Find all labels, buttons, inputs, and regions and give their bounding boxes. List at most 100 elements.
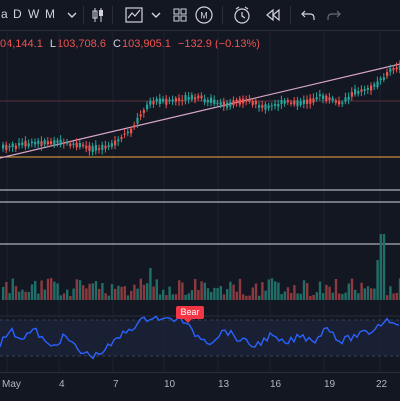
candle-body <box>37 140 40 144</box>
candle-body <box>312 98 315 103</box>
volume-bar <box>206 288 210 300</box>
volume-bar <box>258 295 261 300</box>
volume-bar <box>293 285 296 300</box>
volume-bar <box>274 281 277 300</box>
change-value: −132.9 (−0.13%) <box>177 38 260 50</box>
volume-bar <box>126 295 130 300</box>
candle-body <box>168 99 171 102</box>
candle-body <box>46 141 49 145</box>
candle-body <box>88 145 91 151</box>
toolbar-divider <box>222 6 223 24</box>
volume-bar <box>37 293 40 300</box>
volume-bar <box>43 289 46 300</box>
candle-body <box>94 145 97 151</box>
chevron-down-icon[interactable] <box>62 5 82 25</box>
candle-body <box>277 104 280 107</box>
volume-bar <box>226 289 229 300</box>
candle-body <box>117 139 120 142</box>
candle-body <box>66 142 69 144</box>
candle-body <box>104 145 107 149</box>
price-chart-canvas[interactable] <box>0 30 400 372</box>
volume-bar <box>18 291 21 300</box>
volume-bar <box>344 292 347 300</box>
candle-body <box>395 67 398 70</box>
candle-body <box>216 102 219 105</box>
candle-body <box>72 143 75 145</box>
interval-partial-label[interactable]: a <box>1 7 8 21</box>
candle-body <box>126 131 129 134</box>
volume-bar <box>216 287 219 300</box>
candle-body <box>142 110 145 113</box>
open-value: 04,144.1 <box>0 38 43 50</box>
candle-body <box>34 141 37 145</box>
interval-week-button[interactable]: W <box>28 7 40 21</box>
volume-bar <box>280 293 283 300</box>
volume-bar <box>213 287 216 300</box>
volume-bar <box>178 280 181 300</box>
candle-body <box>139 114 142 117</box>
candle-body <box>194 97 197 100</box>
candle-body <box>392 68 395 71</box>
volume-bar <box>261 282 264 300</box>
volume-bar <box>66 289 69 300</box>
time-label: 4 <box>59 379 65 390</box>
volume-bar <box>146 283 149 300</box>
candle-body <box>302 99 305 105</box>
candle-body <box>133 125 136 128</box>
candle-body <box>274 103 277 106</box>
candle-body <box>370 85 373 91</box>
candle-body <box>75 142 78 148</box>
candle-body <box>120 137 123 140</box>
undo-icon[interactable] <box>298 5 318 25</box>
low-value: 103,708.6 <box>57 38 106 50</box>
candle-body <box>290 102 293 104</box>
volume-bar <box>386 295 389 300</box>
candle-body <box>235 99 238 104</box>
toolbar-divider <box>290 6 291 24</box>
volume-bar <box>350 278 354 300</box>
candle-body <box>334 100 337 103</box>
volume-bar <box>254 283 258 300</box>
volume-bar <box>30 284 34 300</box>
layout-grid-icon[interactable] <box>170 5 190 25</box>
redo-icon[interactable] <box>324 5 344 25</box>
volume-bar <box>11 278 14 300</box>
volume-bar <box>203 282 206 300</box>
candle-body <box>158 98 161 104</box>
candle-body <box>30 141 33 144</box>
chevron-down-icon[interactable] <box>146 5 166 25</box>
volume-bar <box>40 280 43 300</box>
candlestick-chart-type-icon[interactable] <box>88 5 108 25</box>
volume-bar <box>251 287 254 300</box>
candle-body <box>69 143 72 147</box>
candle-body <box>187 96 190 100</box>
candle-body <box>171 99 174 102</box>
volume-bar <box>232 284 235 300</box>
volume-bar <box>82 285 85 300</box>
volume-bar <box>277 282 280 300</box>
volume-series <box>2 234 400 300</box>
candle-body <box>341 102 344 104</box>
volume-bar <box>194 279 197 300</box>
time-label: 10 <box>164 379 176 390</box>
time-label: May <box>2 379 21 390</box>
interval-month-button[interactable]: M <box>45 7 55 21</box>
low-label: L <box>49 38 57 50</box>
volume-bar <box>59 295 62 300</box>
candle-body <box>366 87 369 90</box>
bear-signal-badge[interactable]: Bear <box>176 306 204 319</box>
volume-bar <box>389 286 392 300</box>
volume-bar <box>283 291 286 300</box>
chart-toolbar: a D W M M <box>0 0 400 31</box>
replay-icon[interactable] <box>262 5 282 25</box>
interval-day-button[interactable]: D <box>13 7 22 21</box>
candle-body <box>178 98 181 101</box>
candle-body <box>376 81 379 88</box>
volume-bar <box>174 294 178 300</box>
indicators-icon[interactable] <box>124 5 144 25</box>
toolbar-divider <box>112 6 113 24</box>
time-axis[interactable]: May 4 7 10 13 16 19 22 <box>0 372 400 401</box>
magic-circle-icon[interactable]: M <box>194 5 214 25</box>
volume-bar <box>370 288 373 300</box>
alert-clock-icon[interactable] <box>232 5 252 25</box>
